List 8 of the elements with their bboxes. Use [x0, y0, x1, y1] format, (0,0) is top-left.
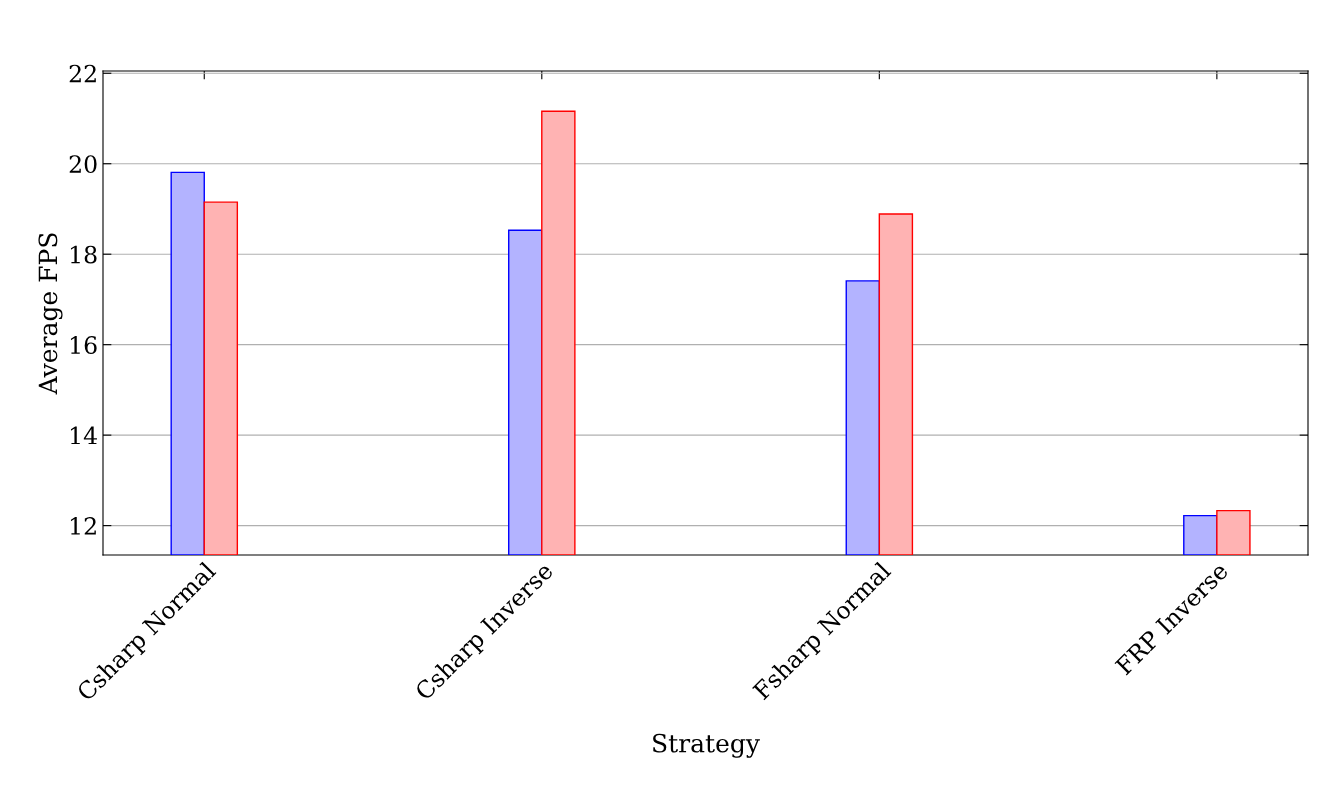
x-axis-title: Strategy [653, 733, 760, 758]
y-tick-label: 14 [70, 426, 97, 445]
y-tick-label: 12 [70, 517, 96, 535]
y-axis-title: Average FPS [38, 233, 63, 395]
y-tick-label: 18 [70, 245, 97, 264]
y-tick-label: 22 [69, 64, 96, 83]
y-tick-label: 16 [70, 336, 97, 354]
y-tick-label: 20 [69, 155, 97, 174]
